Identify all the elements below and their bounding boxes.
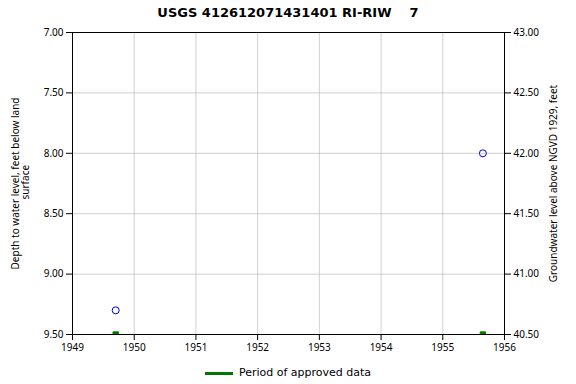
svg-text:Depth to water level, feet bel: Depth to water level, feet below land su… <box>8 98 32 270</box>
svg-text:1952: 1952 <box>246 340 269 354</box>
svg-text:42.00: 42.00 <box>514 146 540 160</box>
svg-text:43.00: 43.00 <box>514 25 540 39</box>
svg-text:1953: 1953 <box>308 340 331 354</box>
svg-text:1949: 1949 <box>61 340 84 354</box>
svg-text:8.00: 8.00 <box>44 146 64 160</box>
html-text:USGS 412612071431401 RI-RIW 7: USGS 412612071431401 RI-RIW 7 <box>157 5 419 20</box>
html-text:Period of approved data: Period of approved data <box>238 366 372 379</box>
svg-text:7.00: 7.00 <box>44 25 64 39</box>
svg-text:1950: 1950 <box>123 340 146 354</box>
svg-text:1951: 1951 <box>184 340 207 354</box>
svg-text:1955: 1955 <box>431 340 454 354</box>
svg-text:1954: 1954 <box>370 340 393 354</box>
svg-text:42.50: 42.50 <box>514 85 540 99</box>
svg-text:7.50: 7.50 <box>44 85 64 99</box>
svg-text:Groundwater level above NGVD 1: Groundwater level above NGVD 1929, feet <box>546 84 560 282</box>
svg-text:41.00: 41.00 <box>514 266 540 280</box>
svg-text:8.50: 8.50 <box>44 206 64 220</box>
svg-text:9.50: 9.50 <box>44 327 64 341</box>
svg-text:41.50: 41.50 <box>514 206 540 220</box>
svg-text:1956: 1956 <box>493 340 516 354</box>
svg-text:9.00: 9.00 <box>44 266 64 280</box>
svg-text:40.50: 40.50 <box>514 327 540 341</box>
